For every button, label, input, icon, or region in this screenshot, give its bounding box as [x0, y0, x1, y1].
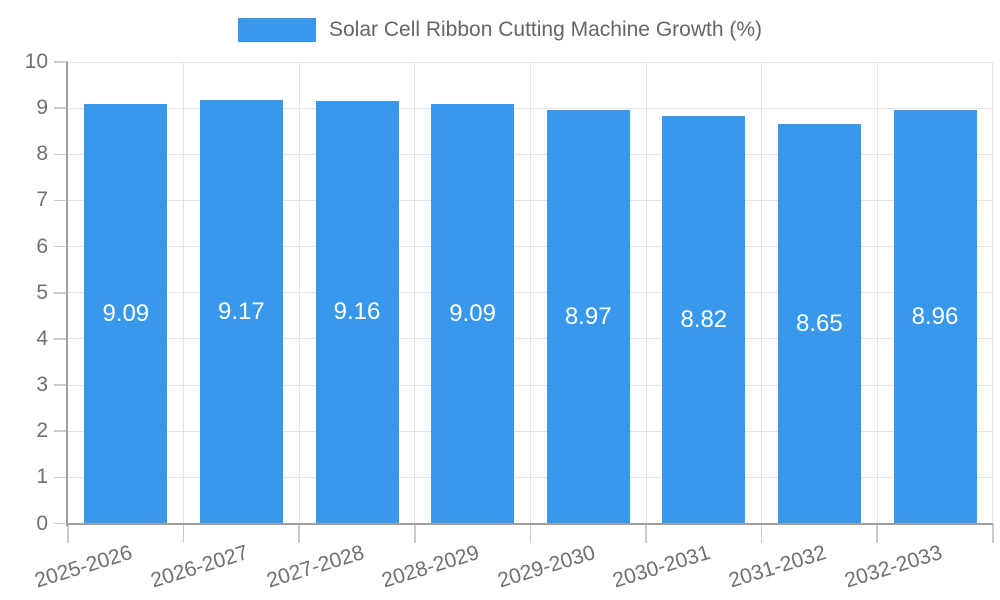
bar-value-label: 8.97	[564, 302, 612, 330]
x-axis-tick	[182, 523, 185, 543]
gridline-vertical	[414, 62, 416, 524]
y-axis-tick	[54, 384, 68, 386]
y-axis-tick-label: 7	[36, 188, 48, 212]
gridline-vertical	[645, 62, 647, 524]
x-axis-tick	[876, 523, 878, 543]
bar[interactable]: 8.97	[546, 109, 630, 524]
y-axis-tick-label: 1	[36, 465, 48, 489]
x-axis-tick-label: 2032-2033	[841, 541, 945, 593]
x-axis-tick	[645, 523, 647, 543]
y-axis-tick	[54, 522, 68, 525]
y-axis-tick-label: 4	[36, 326, 48, 350]
gridline-vertical	[761, 62, 763, 524]
bar-value-label: 8.96	[911, 302, 959, 330]
y-axis-tick	[54, 430, 68, 432]
gridline-vertical	[298, 62, 300, 524]
bar[interactable]: 9.09	[431, 103, 515, 524]
y-axis-tick	[54, 61, 68, 63]
legend-item[interactable]: Solar Cell Ribbon Cutting Machine Growth…	[0, 18, 1000, 42]
y-axis-tick	[54, 107, 68, 109]
x-axis-tick	[414, 523, 416, 543]
bar[interactable]: 8.82	[662, 116, 746, 524]
x-axis-tick-label: 2027-2028	[263, 541, 367, 593]
bar-value-label: 9.17	[218, 297, 265, 325]
y-axis-tick-label: 0	[36, 511, 48, 535]
x-axis-tick-label: 2029-2030	[494, 541, 598, 593]
gridline-vertical	[876, 62, 878, 524]
x-axis-tick-label: 2026-2027	[148, 541, 251, 593]
y-axis-tick-label: 8	[36, 142, 48, 166]
y-axis-tick	[54, 476, 68, 479]
x-axis-tick-label: 2030-2031	[610, 541, 714, 593]
x-axis-tick-label: 2031-2032	[726, 541, 829, 593]
x-axis-line	[66, 522, 993, 525]
gridline-vertical	[183, 62, 185, 524]
y-axis-tick-label: 6	[36, 234, 48, 258]
bar-value-label: 9.09	[102, 299, 150, 327]
bar[interactable]: 9.09	[84, 103, 168, 524]
legend-label: Solar Cell Ribbon Cutting Machine Growth…	[328, 18, 762, 41]
x-axis-tick	[992, 523, 994, 543]
bar-value-label: 8.65	[796, 309, 843, 337]
x-axis-tick-label: 2028-2029	[379, 541, 483, 593]
y-axis-tick-label: 10	[24, 50, 48, 73]
gridline-vertical	[529, 62, 531, 524]
y-axis-tick	[54, 292, 68, 294]
x-axis-tick	[67, 523, 69, 543]
bar[interactable]: 9.17	[199, 100, 283, 524]
legend-swatch	[237, 18, 316, 42]
bar[interactable]: 8.65	[777, 124, 861, 524]
y-axis-line	[66, 62, 68, 526]
y-axis-tick-label: 5	[36, 280, 48, 304]
y-axis-tick	[54, 245, 68, 248]
bar[interactable]: 8.96	[893, 109, 977, 524]
bar-value-label: 8.82	[680, 305, 728, 333]
y-axis-tick-label: 9	[36, 96, 48, 120]
x-axis-tick	[760, 523, 763, 543]
x-axis-tick	[298, 523, 300, 543]
x-axis-tick-label: 2025-2026	[32, 541, 136, 593]
bar-value-label: 9.16	[333, 298, 381, 326]
y-axis-tick	[54, 153, 68, 156]
y-axis-tick	[54, 199, 68, 202]
x-axis-tick	[529, 523, 532, 543]
gridline-vertical	[992, 62, 994, 524]
y-axis-tick	[54, 338, 68, 340]
y-axis-tick-label: 2	[36, 419, 48, 443]
bar-value-label: 9.09	[449, 299, 496, 327]
bar[interactable]: 9.16	[315, 100, 399, 524]
y-axis-tick-label: 3	[36, 373, 48, 397]
